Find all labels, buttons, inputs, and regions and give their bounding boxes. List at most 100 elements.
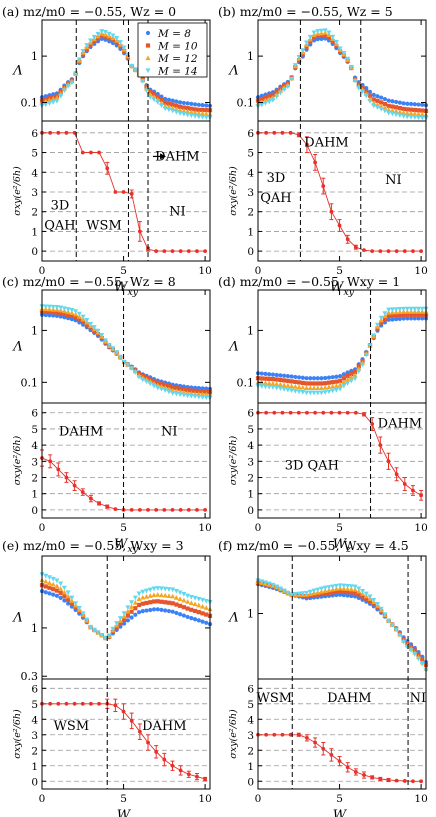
data-point (341, 376, 346, 381)
data-point (62, 311, 67, 317)
data-point (337, 382, 343, 387)
sigma-point (72, 483, 77, 488)
data-point (349, 371, 354, 377)
data-point (148, 600, 153, 605)
data-point (315, 29, 321, 34)
data-point (266, 384, 272, 390)
data-point (285, 387, 291, 393)
data-point (140, 377, 146, 383)
data-point (174, 385, 179, 391)
data-point (408, 312, 414, 317)
data-point (352, 584, 358, 590)
data-point (185, 614, 190, 620)
data-point (300, 384, 306, 390)
y-axis-label: Λ (228, 340, 238, 355)
y-tick-label: 6 (31, 128, 38, 140)
data-point (356, 369, 362, 374)
data-point (285, 84, 291, 90)
data-point (285, 374, 290, 379)
data-point (330, 380, 335, 385)
data-point (319, 36, 324, 41)
data-point (330, 388, 336, 394)
data-point (174, 610, 179, 616)
data-point (174, 602, 179, 607)
data-point (330, 34, 336, 40)
x-axis-subscript: xy (343, 287, 354, 298)
data-point (419, 306, 425, 312)
phase-label: DAHM (142, 719, 186, 734)
x-tick-label: 10 (414, 793, 427, 805)
data-point (43, 584, 48, 589)
data-point (125, 613, 130, 618)
data-point (412, 652, 418, 657)
y-tick-label: 5 (247, 148, 254, 160)
data-point (307, 34, 313, 40)
data-point (121, 45, 127, 51)
data-point (341, 593, 346, 598)
y-axis-label: Λ (228, 611, 238, 626)
data-point (311, 588, 317, 594)
sigma-point (362, 773, 366, 777)
sigma-point (170, 249, 175, 254)
data-point (46, 101, 52, 106)
sigma-point (154, 249, 159, 254)
sigma-point (64, 701, 69, 706)
sigma-point (89, 701, 93, 706)
data-point (318, 589, 324, 594)
data-point (122, 621, 127, 626)
sigma-point (195, 774, 199, 779)
data-point (163, 100, 168, 105)
data-point (389, 622, 395, 628)
data-point (307, 589, 313, 595)
data-point (192, 107, 198, 112)
data-point (140, 589, 146, 595)
y-tick-label: 1 (31, 489, 38, 501)
data-point (405, 101, 410, 106)
x-tick-label: 0 (39, 793, 46, 805)
data-point (348, 584, 354, 589)
data-point (296, 384, 302, 390)
data-point (117, 40, 123, 45)
data-point (420, 108, 425, 113)
data-point (54, 588, 60, 593)
data-point (170, 609, 175, 614)
data-point (356, 592, 361, 597)
y-tick-label: 0 (247, 505, 254, 517)
data-point (367, 594, 373, 600)
data-point (360, 588, 366, 594)
y-tick-label: 0.1 (21, 376, 39, 389)
data-point (401, 114, 407, 119)
sigma-point (162, 508, 167, 512)
data-point (304, 40, 310, 46)
sigma-point (402, 249, 407, 254)
data-point (378, 315, 384, 321)
sigma-point (272, 410, 277, 415)
y-axis-label: Λ (12, 611, 22, 626)
data-point (166, 97, 172, 102)
sigma-point (80, 701, 85, 706)
data-point (54, 313, 60, 318)
y-tick-label: 1 (247, 50, 254, 63)
sigma-point (137, 729, 142, 734)
sigma-point (186, 508, 191, 512)
y-tick-label: 6 (247, 683, 254, 695)
data-point (330, 383, 336, 389)
data-point (371, 103, 377, 109)
y-tick-label: 2 (31, 473, 38, 485)
data-point (419, 661, 425, 667)
data-point (114, 621, 120, 626)
data-point (46, 580, 52, 585)
data-point (181, 100, 186, 106)
sigma-point (146, 508, 150, 512)
sigma-point (362, 248, 366, 253)
y-tick-label: 1 (247, 226, 254, 238)
data-point (170, 587, 176, 593)
sigma-point (370, 422, 375, 426)
sigma-point (121, 190, 126, 194)
series-2 (39, 309, 213, 395)
data-point (386, 618, 392, 624)
data-point (319, 33, 324, 38)
data-point (334, 592, 339, 598)
data-point (371, 97, 376, 102)
